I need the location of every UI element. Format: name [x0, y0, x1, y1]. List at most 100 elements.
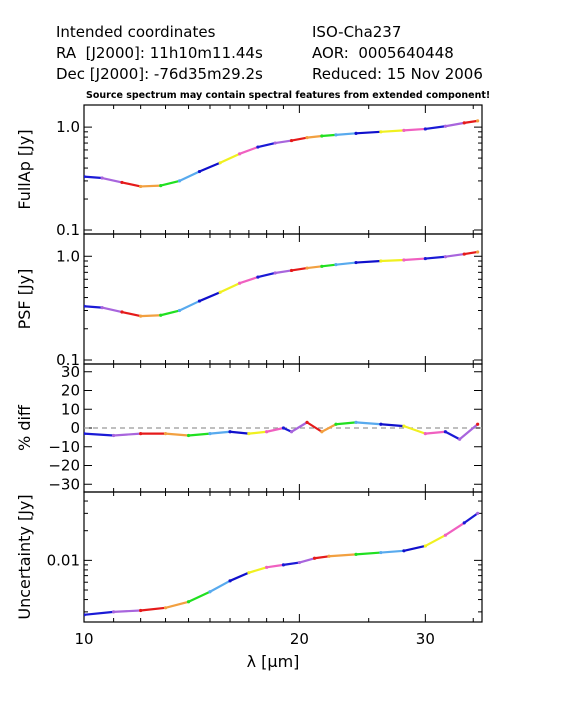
data-segment: [265, 563, 285, 569]
header-aor: AOR: 0005640448: [312, 44, 454, 62]
data-point: [218, 161, 222, 165]
data-segment: [379, 258, 406, 263]
data-point: [247, 571, 251, 575]
data-point: [100, 176, 104, 180]
data-segment: [256, 271, 277, 279]
data-segment: [334, 421, 358, 426]
header-ra: RA [J2000]: 11h10m11.44s: [56, 44, 263, 62]
data-point: [265, 565, 269, 569]
data-segment: [305, 265, 323, 270]
data-segment: [379, 549, 406, 554]
x-tick-label: 10: [74, 630, 93, 648]
data-point: [379, 259, 383, 263]
data-segment: [463, 119, 479, 124]
data-segment: [187, 590, 212, 603]
data-segment: [265, 426, 285, 433]
data-segment: [112, 432, 142, 437]
y-tick-label: −20: [48, 457, 80, 475]
header-reduced-date: Reduced: 15 Nov 2006: [312, 65, 483, 83]
data-segment: [198, 291, 222, 303]
y-tick-label: 20: [61, 382, 80, 400]
data-point: [443, 255, 448, 259]
data-point: [120, 180, 124, 185]
data-segment: [354, 130, 382, 135]
data-point: [139, 314, 143, 318]
data-point: [289, 138, 294, 143]
data-segment: [256, 141, 277, 149]
data-point: [281, 563, 286, 567]
data-segment: [402, 425, 427, 435]
y-tick-label: 1.0: [56, 247, 80, 265]
data-segment: [84, 305, 104, 309]
data-point: [379, 130, 383, 134]
data-segment: [208, 579, 232, 593]
data-point: [218, 290, 222, 294]
data-point: [305, 136, 309, 140]
data-segment: [402, 544, 427, 552]
data-point: [320, 264, 324, 268]
data-point: [247, 432, 251, 436]
data-point: [354, 420, 358, 424]
y-tick-label: 30: [61, 363, 80, 381]
data-point: [112, 433, 116, 438]
panel-frame: [83, 491, 483, 623]
data-point: [237, 152, 242, 156]
data-segment: [84, 432, 115, 437]
data-point: [476, 119, 480, 123]
data-segment: [274, 269, 293, 275]
data-segment: [320, 423, 338, 433]
data-segment: [178, 170, 201, 183]
data-point: [163, 606, 168, 610]
data-segment: [101, 306, 124, 314]
data-segment: [274, 139, 293, 145]
data-point: [84, 432, 86, 436]
panel-frame: [83, 233, 483, 365]
data-segment: [120, 181, 142, 188]
data-segment: [120, 310, 142, 318]
data-point: [84, 175, 86, 179]
data-segment: [282, 561, 301, 566]
data-segment: [305, 421, 323, 433]
data-point: [281, 426, 286, 430]
data-segment: [219, 282, 241, 294]
y-axis-label: FullAp [Jy]: [15, 129, 34, 209]
data-point: [305, 266, 309, 270]
data-point: [402, 424, 406, 428]
data-point: [120, 310, 124, 314]
data-point: [462, 252, 466, 256]
y-tick-label: 0.1: [56, 221, 80, 239]
data-point: [423, 127, 427, 131]
data-segment: [139, 314, 162, 318]
data-segment: [208, 430, 232, 435]
x-tick-label: 30: [416, 630, 435, 648]
data-segment: [354, 259, 382, 264]
data-point: [228, 430, 232, 434]
data-segment: [402, 257, 427, 262]
data-point: [237, 281, 242, 285]
data-segment: [424, 255, 447, 260]
data-point: [256, 275, 260, 279]
data-point: [228, 579, 232, 583]
data-segment: [228, 430, 250, 435]
y-tick-label: −30: [48, 475, 80, 493]
data-point: [320, 134, 324, 138]
data-point: [186, 600, 191, 604]
data-point: [265, 430, 269, 434]
data-point: [379, 550, 383, 555]
data-segment: [84, 175, 104, 180]
data-point: [112, 610, 116, 614]
data-point: [273, 141, 277, 145]
data-segment: [354, 421, 382, 426]
data-point: [402, 549, 406, 553]
data-segment: [228, 571, 250, 582]
data-segment: [463, 250, 479, 256]
y-tick-label: 0: [70, 419, 80, 437]
data-point: [462, 121, 466, 125]
data-segment: [164, 600, 190, 609]
data-segment: [334, 132, 358, 137]
data-segment: [313, 555, 331, 560]
data-point: [334, 422, 338, 426]
data-segment: [424, 430, 447, 435]
y-tick-label: 0.01: [47, 551, 80, 569]
